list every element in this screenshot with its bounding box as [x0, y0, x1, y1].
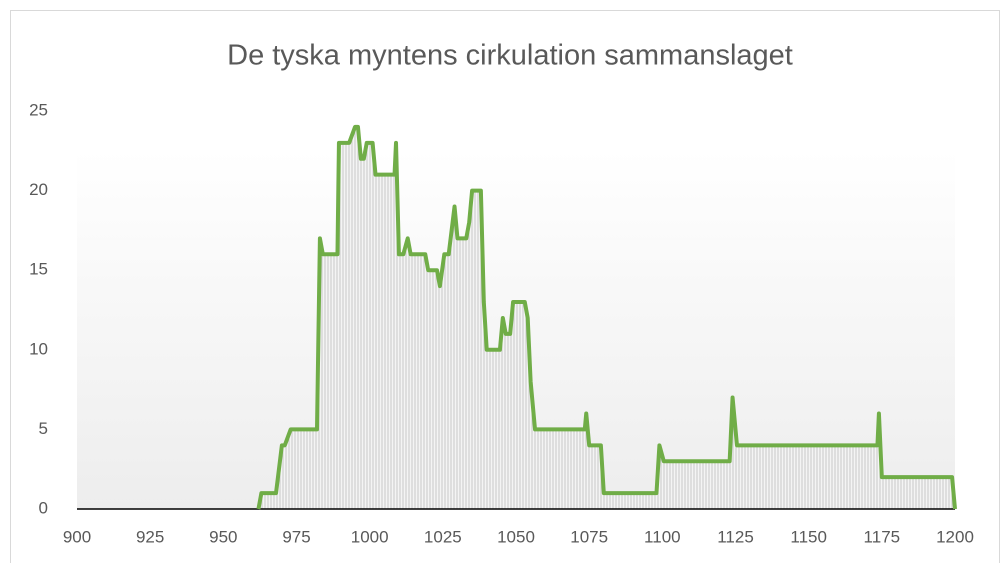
data-line: [256, 124, 957, 510]
x-tick-label: 950: [209, 527, 237, 546]
x-tick-label: 1200: [936, 527, 974, 546]
y-tick-label: 10: [29, 339, 48, 358]
x-tick-label: 1100: [644, 527, 681, 546]
y-tick-label: 0: [39, 498, 48, 517]
area-fill: [258, 126, 955, 510]
x-tick-label: 1075: [570, 527, 608, 546]
x-tick-label: 1050: [497, 527, 535, 546]
x-tick-label: 1000: [351, 527, 389, 546]
y-tick-label: 15: [29, 260, 48, 279]
x-tick-label: 1025: [424, 527, 462, 546]
x-tick-label: 900: [63, 527, 91, 546]
x-tick-label: 1150: [790, 527, 827, 546]
x-tick-label: 1175: [864, 527, 901, 546]
x-tick-label: 975: [282, 527, 310, 546]
y-tick-label: 20: [29, 180, 48, 199]
chart-title: De tyska myntens cirkulation sammanslage…: [227, 40, 793, 72]
y-tick-label: 25: [29, 100, 48, 119]
x-tick-label: 1125: [717, 527, 754, 546]
y-tick-label: 5: [39, 419, 48, 438]
x-tick-label: 925: [136, 527, 164, 546]
